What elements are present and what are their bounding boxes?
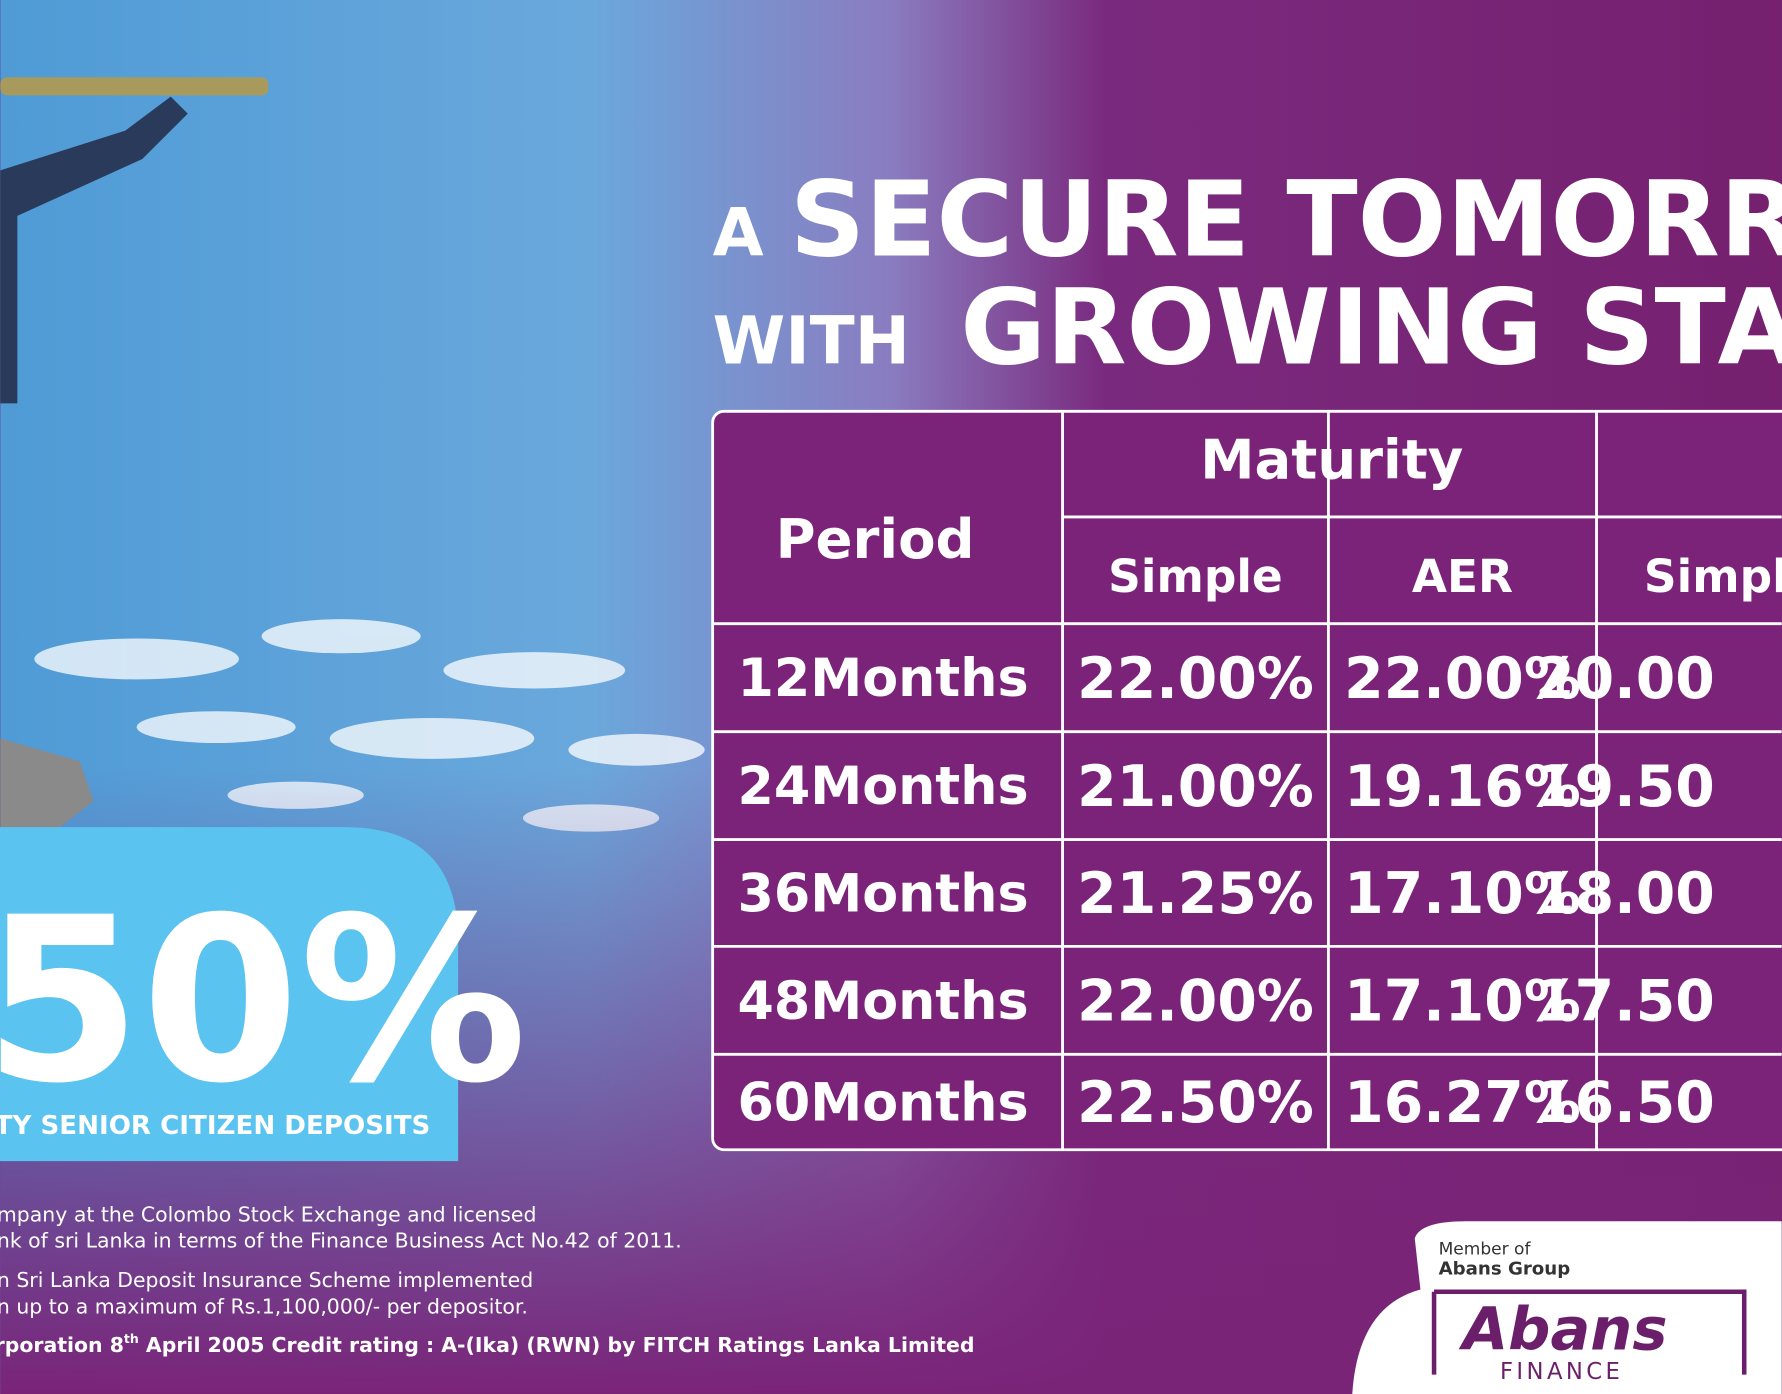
table-subheader: Simple <box>1108 550 1283 603</box>
logo-frame <box>1431 1289 1747 1375</box>
rate-table: Period Maturity M Simple AER Simpl 12Months 22.… <box>711 409 1782 1152</box>
period-cell: 24Months <box>738 756 1029 817</box>
badge-rate: 50% <box>0 868 527 1133</box>
footnote: n Sri Lanka Deposit Insurance Scheme imp… <box>0 1268 533 1292</box>
rate-cell: 22.50% <box>1077 1070 1314 1136</box>
rock <box>0 738 94 830</box>
incorporation-sup: th <box>124 1331 139 1346</box>
footnotes: mpany at the Colombo Stock Exchange and … <box>0 1202 682 1318</box>
table-frame <box>711 409 1782 1152</box>
rate-cell: 21.00% <box>1077 754 1314 820</box>
rate-cell: 17.10% <box>1344 861 1581 927</box>
period-cell: 12Months <box>738 648 1029 709</box>
headline-big: SECURE TOMORRO <box>790 159 1782 281</box>
incorporation-text: rporation 8 <box>0 1333 124 1357</box>
rate-cell: 22.00% <box>1077 969 1314 1035</box>
table-header: Period <box>776 507 975 571</box>
badge <box>0 827 459 1162</box>
rate-cell: 18.00 <box>1535 861 1715 927</box>
logo-backdrop <box>1352 1221 1782 1394</box>
headline-small: WITH <box>713 303 910 380</box>
rate-cell: 16.50 <box>1535 1070 1715 1136</box>
logo-group: Abans Group <box>1439 1259 1571 1280</box>
table-group-header: Maturity <box>1200 428 1463 492</box>
rate-cell: 22.00% <box>1344 646 1581 712</box>
logo-member: Member of <box>1439 1239 1532 1259</box>
headline-big: GROWING STA <box>960 267 1782 389</box>
headline-small: A <box>713 195 764 272</box>
rate-cell: 19.16% <box>1344 754 1581 820</box>
rate-cell: 20.00 <box>1535 646 1715 712</box>
rate-cell: 21.25% <box>1077 861 1314 927</box>
table-subheader: AER <box>1412 550 1513 603</box>
person-arm <box>0 96 188 404</box>
rate-cell: 17.10% <box>1344 969 1581 1035</box>
rate-cell: 19.50 <box>1535 754 1715 820</box>
period-cell: 48Months <box>738 971 1029 1032</box>
footnote: mpany at the Colombo Stock Exchange and … <box>0 1202 536 1226</box>
footnote: nk of sri Lanka in terms of the Finance … <box>0 1228 682 1252</box>
logo-sub: FINANCE <box>1500 1359 1623 1385</box>
footnote: n up to a maximum of Rs.1,100,000/- per … <box>0 1294 528 1318</box>
incorporation-text: April 2005 Credit rating : A-(Ika) (RWN)… <box>139 1333 975 1357</box>
period-cell: 36Months <box>738 864 1029 925</box>
badge-caption: TY SENIOR CITIZEN DEPOSITS <box>0 1111 430 1141</box>
table-group-header: M <box>1780 428 1782 492</box>
rate-cell: 22.00% <box>1077 646 1314 712</box>
table-subheader: Simpl <box>1644 550 1782 603</box>
telescope <box>0 77 269 96</box>
logo-brand: Abans <box>1458 1295 1667 1364</box>
period-cell: 60Months <box>738 1073 1029 1134</box>
rate-cell: 16.27% <box>1344 1070 1581 1136</box>
rate-cell: 17.50 <box>1535 969 1715 1035</box>
incorporation: rporation 8th April 2005 Credit rating :… <box>0 1331 975 1357</box>
